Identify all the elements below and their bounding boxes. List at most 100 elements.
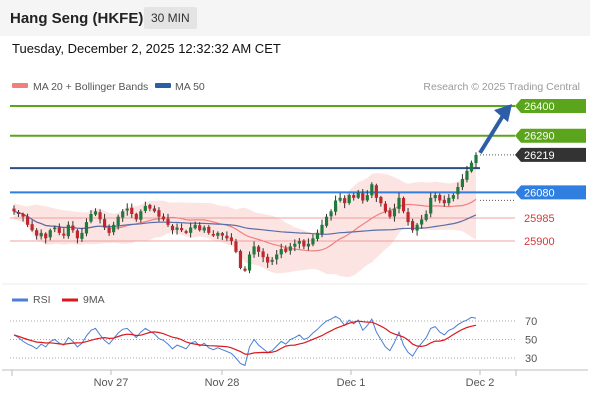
- forecast-arrow: [478, 104, 512, 154]
- candle-body: [84, 222, 89, 234]
- candle-body: [25, 216, 30, 225]
- candle-body: [211, 233, 215, 236]
- candle-body: [361, 193, 365, 201]
- legend-label-9ma: 9MA: [83, 294, 105, 306]
- candle-body: [279, 249, 283, 255]
- candle-body: [139, 211, 143, 220]
- ma50-line: [13, 210, 477, 235]
- candle-body: [57, 227, 61, 233]
- candle-body: [98, 212, 102, 220]
- candle-body: [243, 268, 247, 271]
- candle-body: [252, 246, 256, 255]
- candle-body: [193, 224, 197, 229]
- candle-body: [234, 241, 238, 252]
- chart-header: Hang Seng (HKFE) 30 MIN: [0, 0, 590, 36]
- candle-body: [12, 208, 16, 212]
- candle-body: [465, 170, 469, 180]
- rsi-level-label-70: 70: [525, 316, 537, 328]
- candle-body: [288, 246, 292, 251]
- candle-body: [44, 233, 48, 239]
- rsi-panel: 70 50 30: [10, 315, 537, 367]
- candle-body: [71, 225, 75, 231]
- candle-body: [175, 227, 179, 230]
- candle-body: [379, 197, 383, 204]
- candle-body: [179, 228, 184, 231]
- legend-swatch-ma20: [12, 83, 28, 88]
- candle-body: [157, 210, 161, 217]
- candle-body: [474, 154, 478, 164]
- candle-body: [293, 243, 297, 247]
- candle-body: [152, 208, 157, 212]
- candle-body: [170, 225, 175, 231]
- candle-body: [89, 214, 93, 222]
- candle-body: [315, 232, 320, 239]
- level-tag-26080: [515, 185, 586, 200]
- candle-body: [397, 197, 401, 209]
- candle-body: [102, 219, 107, 228]
- candle-body: [62, 233, 66, 236]
- candle-body: [66, 224, 70, 237]
- candle-body: [433, 195, 437, 199]
- legend-label-ma50: MA 50: [175, 81, 205, 93]
- candle-body: [297, 241, 301, 244]
- candle-body: [270, 259, 274, 262]
- candle-body: [374, 185, 378, 198]
- candle-body: [424, 214, 428, 220]
- candle-body: [320, 224, 324, 234]
- candle-body: [324, 216, 329, 226]
- candle-body: [302, 240, 306, 247]
- rsi-line: [13, 315, 477, 367]
- rsi-9ma-line: [13, 320, 477, 355]
- candlesticks: [12, 152, 478, 274]
- time-labels: Nov 27 Nov 28 Dec 1 Dec 2: [94, 370, 494, 389]
- level-tag-26219: [515, 147, 586, 162]
- candle-body: [401, 197, 406, 212]
- level-label-26400: 26400: [524, 101, 555, 113]
- candle-body: [447, 197, 451, 204]
- level-label-25985: 25985: [524, 213, 555, 225]
- level-tag-26290: [515, 128, 586, 143]
- candle-body: [107, 227, 111, 233]
- candle-body: [143, 205, 147, 211]
- candle-body: [356, 192, 360, 198]
- arrow-head: [494, 104, 512, 123]
- candle-body: [148, 204, 152, 209]
- candle-body: [21, 213, 25, 217]
- candle-body: [329, 211, 333, 217]
- candle-body: [469, 162, 474, 172]
- time-label-nov-28: Nov 28: [205, 377, 240, 389]
- candle-body: [415, 224, 419, 231]
- candle-body: [343, 198, 347, 204]
- candle-body: [338, 197, 342, 201]
- candle-body: [35, 230, 39, 236]
- candle-body: [420, 219, 424, 225]
- candle-body: [392, 208, 397, 217]
- candle-body: [121, 211, 125, 218]
- candle-body: [189, 227, 193, 233]
- candle-body: [125, 208, 129, 211]
- timeframe-badge[interactable]: 30 MIN: [144, 7, 197, 29]
- candle-body: [166, 218, 170, 225]
- legend-label-rsi: RSI: [33, 294, 51, 306]
- candle-body: [460, 178, 465, 188]
- rsi-level-label-30: 30: [525, 353, 537, 365]
- candle-body: [352, 195, 356, 198]
- candle-body: [333, 200, 338, 212]
- instrument-title: Hang Seng (HKFE): [10, 10, 144, 27]
- level-label-26219: 26219: [524, 150, 555, 162]
- candle-body: [429, 197, 433, 214]
- candle-body: [229, 237, 234, 241]
- candle-body: [53, 227, 57, 230]
- candle-body: [261, 251, 265, 258]
- arrow-shaft: [478, 113, 506, 154]
- candle-body: [16, 212, 21, 214]
- level-tag-26400: [515, 99, 586, 113]
- candle-body: [48, 230, 52, 238]
- candle-body: [311, 238, 315, 245]
- legend-label-ma20: MA 20 + Bollinger Bands: [33, 81, 148, 93]
- candle-body: [238, 250, 243, 268]
- candle-body: [93, 211, 98, 215]
- candle-body: [198, 225, 202, 231]
- candle-body: [216, 232, 220, 236]
